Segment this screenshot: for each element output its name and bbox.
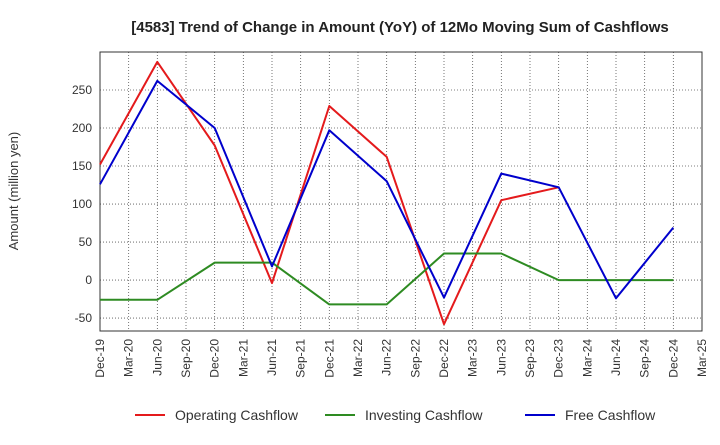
x-tick-label: Mar-20 <box>122 339 136 377</box>
x-tick-label: Jun-24 <box>609 339 623 376</box>
y-tick-label: 50 <box>79 235 93 249</box>
x-tick-label: Sep-22 <box>408 339 422 378</box>
legend-label: Operating Cashflow <box>175 407 299 423</box>
x-tick-label: Sep-24 <box>638 339 652 378</box>
series-lines <box>99 60 675 326</box>
x-tick-label: Jun-21 <box>265 339 279 376</box>
legend: Operating Cashflow Investing Cashflow Free… <box>135 407 656 423</box>
axes <box>99 51 703 332</box>
y-tick-label: -50 <box>75 311 93 325</box>
chart-title: [4583] Trend of Change in Amount (YoY) o… <box>131 19 669 36</box>
plot-frame <box>99 51 703 332</box>
legend-label: Investing Cashflow <box>365 407 483 423</box>
x-tick-label: Jun-23 <box>494 339 508 376</box>
x-tick-label: Dec-20 <box>208 339 222 378</box>
x-tick-label: Jun-22 <box>380 339 394 376</box>
x-tick-label: Dec-21 <box>322 339 336 378</box>
series-line-investing-cashflow <box>100 252 674 306</box>
series-line-operating-cashflow <box>99 60 559 326</box>
x-tick-label: Sep-21 <box>294 339 308 378</box>
x-tick-label: Sep-20 <box>179 339 193 378</box>
y-tick-label: 250 <box>72 83 92 97</box>
tick-labels: Dec-19 Mar-20 Jun-20 Sep-20 Dec-20 Mar-21 Jun-… <box>72 83 709 378</box>
y-axis-label: Amount (million yen) <box>6 132 21 251</box>
series-line-free-cashflow <box>99 79 675 300</box>
x-tick-label: Mar-21 <box>236 339 250 377</box>
x-tick-label: Mar-23 <box>466 339 480 377</box>
x-tick-label: Mar-25 <box>695 339 709 377</box>
x-tick-label: Dec-22 <box>437 339 451 378</box>
x-tick-label: Mar-22 <box>351 339 365 377</box>
x-tick-label: Mar-24 <box>580 339 594 377</box>
y-tick-label: 200 <box>72 121 92 135</box>
y-tick-label: 100 <box>72 197 92 211</box>
x-tick-label: Dec-24 <box>666 339 680 378</box>
legend-label: Free Cashflow <box>565 407 656 423</box>
x-tick-label: Dec-19 <box>93 339 107 378</box>
y-tick-label: 150 <box>72 159 92 173</box>
x-tick-label: Jun-20 <box>150 339 164 376</box>
y-tick-label: 0 <box>85 273 92 287</box>
x-tick-label: Sep-23 <box>523 339 537 378</box>
x-tick-label: Dec-23 <box>552 339 566 378</box>
